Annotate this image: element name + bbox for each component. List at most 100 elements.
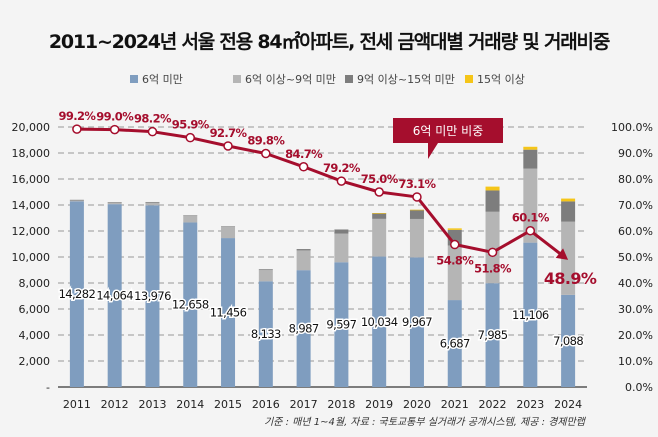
y-left-tick: 16,000 (12, 173, 51, 186)
bar-segment (485, 283, 500, 387)
legend-label: 15억 이상 (477, 73, 525, 86)
y-left-tick: 12,000 (12, 225, 51, 238)
bar-segment (296, 270, 311, 387)
bar-segment (523, 242, 538, 387)
bar-segment (258, 269, 273, 271)
value-label: 14,282 (59, 287, 96, 301)
value-label: 9,597 (326, 318, 356, 332)
y-left-tick: - (46, 381, 50, 394)
value-label: 11,456 (210, 306, 247, 320)
x-tick: 2012 (101, 398, 129, 411)
x-tick: 2019 (365, 398, 393, 411)
x-tick: 2013 (138, 398, 166, 411)
bar-segment (183, 215, 198, 223)
y-right-tick: 100.0% (611, 121, 653, 134)
x-tick: 2023 (516, 398, 544, 411)
y-right-tick: 60.0% (618, 225, 653, 238)
share-point (336, 176, 347, 186)
share-label: 60.1% (512, 211, 550, 225)
y-left-tick: 14,000 (12, 199, 51, 212)
share-label: 84.7% (285, 147, 323, 161)
share-point (223, 141, 233, 151)
bar-segment (221, 226, 236, 227)
share-label: 92.7% (210, 126, 248, 140)
value-label: 10,034 (361, 315, 398, 329)
legend-swatch (465, 75, 473, 83)
bar-segment (561, 201, 576, 222)
share-label: 95.9% (172, 118, 210, 132)
axis-ticks: - 2,000 4,000 6,000 8,000 10,000 12,000 14,000 1… (12, 121, 654, 411)
bar-segment (485, 211, 500, 284)
bar-segment (485, 190, 500, 212)
share-label: 75.0% (361, 172, 399, 186)
bar-segment (447, 300, 462, 387)
x-tick: 2020 (403, 398, 431, 411)
bar-segment (107, 204, 122, 387)
bar-segment (107, 202, 122, 203)
bar-segment (372, 213, 387, 219)
y-right-tick: 10.0% (618, 355, 653, 368)
share-label: 48.9% (544, 269, 597, 288)
share-label: 98.2% (134, 112, 172, 126)
bar-segment (145, 201, 160, 203)
bar-segment (523, 146, 538, 150)
bar-segment (409, 257, 424, 387)
bar-segment (258, 281, 273, 387)
bar-segment (221, 238, 236, 387)
x-tick: 2017 (290, 398, 318, 411)
legend-swatch (130, 75, 138, 83)
legend: 6억 미만 6억 이상~9억 미만 9억 이상~15억 미만 15억 이상 (130, 73, 525, 86)
bar-segment (523, 149, 538, 169)
bar-segment (183, 222, 198, 387)
share-label: 99.0% (96, 110, 134, 124)
legend-label: 6억 미만 (142, 73, 183, 86)
bar-segment (372, 256, 387, 387)
bar-segment (296, 249, 311, 251)
bar-segment (69, 199, 84, 202)
share-point (487, 247, 498, 258)
bar-segment (409, 209, 424, 211)
value-label: 12,658 (172, 298, 209, 312)
share-point (147, 126, 158, 137)
chart-title: 2011~2024년 서울 전용 84㎡아파트, 전세 금액대별 거래량 및 거… (49, 30, 610, 53)
x-tick: 2018 (327, 398, 355, 411)
y-right-tick: 80.0% (618, 173, 653, 186)
x-tick: 2016 (252, 398, 280, 411)
y-left-tick: 4,000 (19, 329, 51, 342)
y-right-tick: 0.0% (625, 381, 653, 394)
bar-segment (69, 201, 84, 387)
y-right-tick: 20.0% (618, 329, 653, 342)
y-left-tick: 6,000 (19, 303, 51, 316)
value-label: 13,976 (134, 289, 171, 303)
y-right-tick: 70.0% (618, 199, 653, 212)
share-label: 54.8% (436, 254, 474, 268)
callout-box (393, 118, 503, 159)
y-left-tick: 18,000 (12, 147, 51, 160)
y-left-tick: 8,000 (19, 277, 51, 290)
share-point (298, 162, 309, 172)
share-point (261, 148, 271, 159)
bar-segment (145, 202, 160, 206)
share-line-path (76, 127, 563, 257)
bar-segment (409, 218, 424, 258)
legend-label: 9억 이상~15억 미만 (357, 73, 455, 86)
share-point (450, 239, 460, 250)
x-tick: 2011 (63, 398, 91, 411)
bar-segment (523, 168, 538, 243)
value-label: 8,133 (251, 327, 281, 341)
share-point (525, 225, 536, 236)
share-point (72, 124, 82, 134)
share-label: 73.1% (399, 177, 437, 191)
share-point (374, 187, 384, 197)
share-label: 51.8% (474, 261, 512, 275)
share-label: 89.8% (247, 134, 285, 148)
share-point (185, 132, 195, 143)
share-label: 79.2% (323, 161, 361, 175)
share-point (109, 124, 120, 135)
bar-segment (561, 198, 576, 202)
legend-label: 6억 이상~9억 미만 (245, 73, 336, 86)
share-line: 99.2% 99.0% 98.2% 95.9%92.7%89.8%84.7%79.2%… (58, 109, 597, 288)
bar-segment (561, 294, 576, 387)
bar-segment (561, 221, 576, 295)
